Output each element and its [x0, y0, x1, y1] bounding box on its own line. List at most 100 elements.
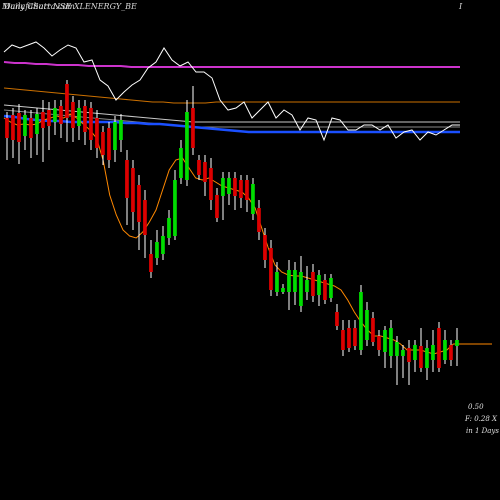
candle-body	[347, 328, 351, 348]
candle-body	[257, 208, 261, 232]
candle	[263, 228, 267, 268]
candle-body	[359, 292, 363, 350]
candle	[179, 140, 183, 184]
candle-body	[401, 350, 405, 356]
candle-body	[233, 178, 237, 196]
candle	[35, 108, 39, 155]
candle	[347, 320, 351, 352]
candle-body	[197, 160, 201, 175]
candle-body	[47, 110, 51, 126]
candle	[395, 336, 399, 385]
candle	[287, 260, 291, 310]
candle-body	[113, 122, 117, 150]
candle-body	[449, 345, 453, 360]
candle	[191, 86, 195, 155]
candle	[239, 175, 243, 208]
candle-body	[335, 312, 339, 326]
candle-body	[101, 132, 105, 155]
candle	[89, 102, 93, 150]
candle-body	[407, 348, 411, 362]
candle-body	[59, 106, 63, 124]
candles	[5, 80, 459, 385]
candle-body	[203, 162, 207, 182]
candle	[299, 256, 303, 312]
candle	[323, 274, 327, 304]
footer-interval: in 1 Days	[466, 427, 499, 435]
candle-body	[185, 112, 189, 180]
candle	[389, 320, 393, 368]
candle-body	[209, 168, 213, 200]
candle	[125, 150, 129, 225]
candle	[431, 330, 435, 372]
candle-body	[443, 340, 447, 360]
candle-body	[71, 102, 75, 128]
candle	[443, 330, 447, 364]
candle-body	[293, 270, 297, 292]
candle	[107, 122, 111, 168]
candle	[65, 80, 69, 142]
candle-body	[353, 328, 357, 346]
header-right-text: I	[458, 2, 463, 11]
candle-body	[425, 348, 429, 368]
candle	[173, 170, 177, 240]
candle	[317, 270, 321, 306]
candle-body	[437, 328, 441, 368]
candle	[377, 330, 381, 356]
candle-body	[455, 340, 459, 346]
candle-body	[155, 242, 159, 258]
candle-body	[389, 328, 393, 356]
candle	[257, 200, 261, 240]
candle	[149, 240, 153, 278]
candle-body	[95, 118, 99, 148]
candle	[11, 108, 15, 158]
candle	[359, 285, 363, 355]
candle	[413, 340, 417, 372]
candle	[329, 274, 333, 302]
candle	[401, 345, 405, 378]
candle	[17, 104, 21, 164]
candle	[59, 100, 63, 138]
candle-body	[161, 236, 165, 254]
candle-body	[251, 184, 255, 214]
candle-body	[245, 180, 249, 200]
candle-body	[29, 118, 33, 138]
candle-body	[125, 160, 129, 198]
candle	[47, 102, 51, 150]
candle	[245, 175, 249, 212]
candle	[71, 96, 75, 142]
candle	[203, 155, 207, 196]
candle-body	[269, 248, 273, 290]
candle-body	[341, 330, 345, 350]
candle-body	[431, 345, 435, 360]
candle-body	[413, 345, 417, 360]
candle-body	[131, 168, 135, 212]
candle	[455, 328, 459, 366]
candle-body	[299, 272, 303, 306]
candle-body	[365, 310, 369, 340]
candle	[353, 320, 357, 350]
candle	[131, 160, 135, 230]
candle-body	[323, 280, 327, 300]
candle-body	[167, 218, 171, 238]
candle-body	[281, 288, 285, 292]
candle	[293, 262, 297, 305]
candle	[221, 172, 225, 220]
candle	[233, 172, 237, 210]
candle	[371, 312, 375, 346]
candle	[53, 100, 57, 135]
candle-body	[383, 330, 387, 352]
candle-body	[329, 278, 333, 298]
candle	[449, 340, 453, 366]
candle-body	[275, 272, 279, 292]
candle-body	[371, 318, 375, 342]
candle-body	[89, 108, 93, 140]
candle	[227, 172, 231, 205]
candle	[41, 100, 45, 162]
candle	[137, 175, 141, 250]
candle-body	[23, 115, 27, 136]
candle-body	[305, 280, 309, 292]
header-left-text: MunafaSutra.com	[1, 2, 75, 11]
candle	[305, 266, 309, 300]
